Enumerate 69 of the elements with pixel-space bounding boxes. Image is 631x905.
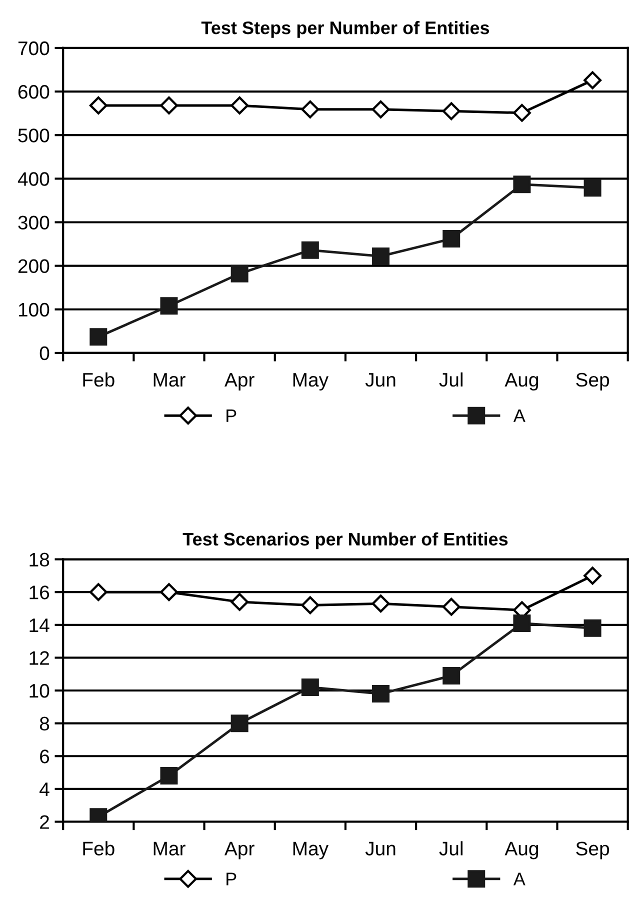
point	[90, 328, 108, 346]
point	[584, 71, 602, 90]
y-tick-label: 16	[30, 586, 50, 600]
point	[372, 594, 390, 613]
point	[513, 176, 531, 194]
point	[442, 230, 460, 248]
legend-label: A	[513, 410, 526, 422]
x-tick-label: Mar	[154, 373, 186, 387]
legend-label: P	[226, 872, 236, 886]
x-tick-label: May	[293, 373, 329, 391]
x-tick-label: Sep	[576, 372, 610, 391]
y-tick-label: 12	[30, 651, 49, 665]
y-tick-label: 6	[40, 750, 50, 764]
y-tick-label: 4	[40, 782, 50, 796]
point	[230, 264, 248, 282]
x-tick-label: Apr	[224, 842, 254, 860]
legend-label: P	[226, 410, 236, 422]
point	[89, 583, 108, 602]
point	[160, 583, 178, 602]
point	[230, 714, 248, 732]
point	[442, 667, 460, 684]
point	[160, 297, 178, 315]
y-tick-label: 14	[30, 618, 50, 632]
point	[513, 614, 531, 632]
point	[512, 104, 531, 122]
point	[372, 247, 390, 265]
y-tick-label: 400	[18, 172, 50, 186]
y-tick-label: 500	[18, 128, 50, 142]
point	[301, 596, 320, 614]
y-tick-label: 700	[18, 41, 50, 56]
y-tick-label: 2	[40, 815, 49, 829]
x-tick-label: Feb	[83, 841, 114, 856]
x-tick-label: Jul	[439, 841, 462, 856]
x-tick-label: Feb	[83, 372, 114, 387]
point	[230, 96, 249, 114]
x-tick-label: Jul	[439, 372, 462, 387]
chart-title: Test Scenarios per Number of Entities	[182, 532, 508, 550]
point	[442, 598, 460, 616]
x-tick-label: May	[293, 842, 329, 860]
y-tick-label: 10	[30, 684, 50, 698]
y-tick-label: 0	[40, 346, 50, 360]
x-tick-label: Aug	[504, 842, 538, 860]
point	[230, 592, 249, 611]
y-tick-label: 8	[40, 716, 50, 731]
point	[584, 619, 602, 637]
point	[301, 241, 319, 259]
point	[301, 678, 319, 696]
y-tick-label: 600	[18, 85, 50, 99]
point	[160, 96, 178, 114]
point	[442, 102, 460, 120]
point	[301, 100, 320, 118]
x-tick-label: Mar	[154, 842, 186, 856]
point	[160, 767, 178, 785]
x-tick-label: Jun	[365, 373, 396, 387]
point	[584, 566, 602, 585]
point	[372, 685, 390, 703]
x-tick-label: Apr	[224, 373, 254, 391]
x-tick-label: Sep	[576, 842, 610, 860]
x-tick-label: Jun	[365, 842, 396, 856]
x-tick-label: Aug	[504, 373, 538, 391]
y-tick-label: 18	[30, 552, 50, 567]
y-tick-label: 200	[18, 259, 50, 274]
legend-label: A	[513, 872, 526, 886]
y-tick-label: 300	[18, 216, 50, 230]
point	[89, 96, 108, 114]
point	[372, 100, 390, 118]
chart-title: Test Steps per Number of Entities	[201, 20, 490, 38]
point	[584, 179, 602, 197]
y-tick-label: 100	[18, 302, 50, 317]
